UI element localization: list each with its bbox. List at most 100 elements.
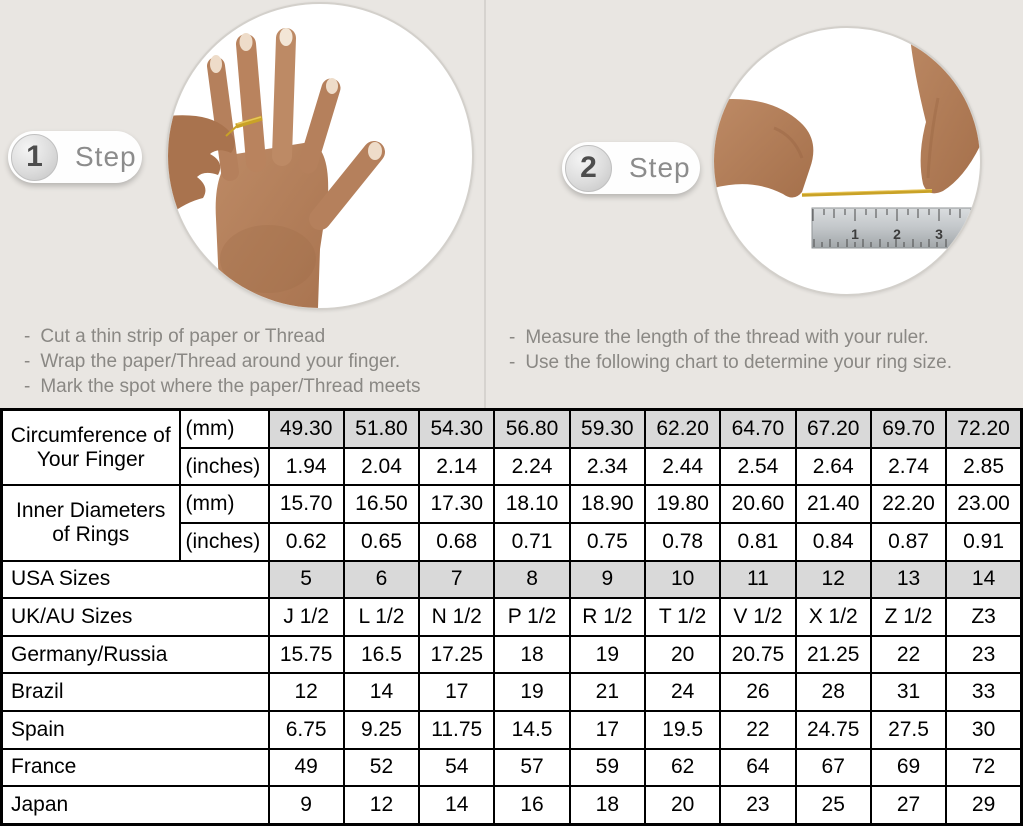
table-cell: 0.87 xyxy=(869,522,948,562)
instruction-panel: 1 2 3 1 Step 2 Step Cut a thin strip of … xyxy=(0,0,1023,408)
table-cell: 0.65 xyxy=(342,522,421,562)
row-label: USA Sizes xyxy=(0,559,270,600)
table-cell: 17 xyxy=(568,709,646,750)
table-cell: 21.25 xyxy=(794,634,872,675)
table-cell: 62 xyxy=(643,747,722,788)
table-cell: 17.25 xyxy=(418,634,496,675)
hand-illustration xyxy=(168,28,385,308)
table-cell: 9 xyxy=(267,785,345,826)
unit-label: (mm) xyxy=(178,484,270,524)
unit-label: (inches) xyxy=(178,522,270,562)
table-row: Japan 9 12 14 16 18 20 23 25 27 29 xyxy=(0,785,1023,826)
table-cell: 0.75 xyxy=(568,522,646,562)
table-cell: T 1/2 xyxy=(643,597,722,637)
ring-size-table: Circumference of Your Finger (mm) 49.30 51.… xyxy=(0,408,1023,826)
table-cell: 2.34 xyxy=(568,446,646,487)
step-1-photo-hand-with-thread xyxy=(166,2,474,310)
table-cell: 16 xyxy=(493,785,571,826)
table-cell: 14 xyxy=(342,672,421,712)
table-cell: 16.5 xyxy=(342,634,421,675)
step-2-instructions: Measure the length of the thread with yo… xyxy=(505,325,1023,375)
table-cell: 2.14 xyxy=(418,446,496,487)
table-cell: 18.90 xyxy=(568,484,646,524)
table-cell: 22 xyxy=(869,634,948,675)
table-cell: 5 xyxy=(267,559,345,600)
table-cell: 21.40 xyxy=(794,484,872,524)
table-cell: 27.5 xyxy=(869,709,948,750)
table-cell: 9.25 xyxy=(342,709,421,750)
instruction-line: Cut a thin strip of paper or Thread xyxy=(20,324,495,349)
table-cell: 6 xyxy=(342,559,421,600)
table-row: Germany/Russia 15.75 16.5 17.25 18 19 20 20.75 2… xyxy=(0,634,1023,675)
table-cell: 11.75 xyxy=(418,709,496,750)
vertical-divider xyxy=(484,0,486,408)
table-cell: 69 xyxy=(869,747,948,788)
table-row: Inner Diameters of Rings (mm) 15.70 16.50 17… xyxy=(0,484,1023,562)
table-cell: 21 xyxy=(568,672,646,712)
table-cell: 51.80 xyxy=(342,408,421,449)
table-cell: 56.80 xyxy=(493,408,571,449)
table-row: USA Sizes 5 6 7 8 9 10 11 12 13 14 xyxy=(0,559,1023,600)
step-1-number: 1 xyxy=(11,133,58,181)
fingernail xyxy=(210,55,222,73)
step-1-instructions: Cut a thin strip of paper or ThreadWrap … xyxy=(20,324,495,399)
table-cell: 12 xyxy=(342,785,421,826)
table-cell: 0.71 xyxy=(493,522,571,562)
table-cell: 2.64 xyxy=(794,446,872,487)
instruction-line: Wrap the paper/Thread around your finger… xyxy=(20,349,495,374)
table-row: (inches) 1.94 2.04 2.14 2.24 2.34 2.44 2.54 2.64… xyxy=(2,446,1023,487)
ruler-number-1: 1 xyxy=(851,226,859,242)
table-cell: 18 xyxy=(568,785,646,826)
table-cell: 0.84 xyxy=(794,522,872,562)
table-cell: 30 xyxy=(945,709,1023,750)
table-cell: R 1/2 xyxy=(568,597,646,637)
table-cell: 14 xyxy=(418,785,496,826)
table-cell: 31 xyxy=(869,672,948,712)
instruction-line: Mark the spot where the paper/Thread mee… xyxy=(20,374,495,399)
table-cell: Z 1/2 xyxy=(869,597,948,637)
table-row: (inches) 0.62 0.65 0.68 0.71 0.75 0.78 0.81 0.84… xyxy=(2,522,1023,562)
row-label: Brazil xyxy=(0,672,270,712)
table-cell: 17 xyxy=(418,672,496,712)
step-2-label: Step xyxy=(629,152,691,183)
table-cell: 33 xyxy=(945,672,1023,712)
table-cell: 19 xyxy=(493,672,571,712)
table-cell: V 1/2 xyxy=(719,597,797,637)
table-cell: 49.30 xyxy=(267,408,345,449)
table-cell: 67 xyxy=(794,747,872,788)
table-cell: 54 xyxy=(418,747,496,788)
table-cell: 0.68 xyxy=(418,522,496,562)
ruler-illustration: 1 2 3 xyxy=(714,28,980,249)
table-row: France 49 52 54 57 59 62 64 67 69 72 xyxy=(0,747,1023,788)
table-cell: 20 xyxy=(643,634,722,675)
table-cell: 15.75 xyxy=(267,634,345,675)
table-cell: 18 xyxy=(493,634,571,675)
table-cell: 14 xyxy=(945,559,1023,600)
table-cell: 23 xyxy=(945,634,1023,675)
table-cell: 57 xyxy=(493,747,571,788)
table-cell: 59 xyxy=(568,747,646,788)
right-hand xyxy=(896,28,980,194)
ruler-number-3: 3 xyxy=(935,226,943,242)
row-group-label: Circumference of Your Finger xyxy=(0,408,181,487)
table-cell: 28 xyxy=(794,672,872,712)
table-cell: 17.30 xyxy=(418,484,496,524)
table-cell: 19.80 xyxy=(643,484,722,524)
table-cell: N 1/2 xyxy=(418,597,496,637)
table-cell: 0.62 xyxy=(267,522,345,562)
table-cell: 72 xyxy=(945,747,1023,788)
table-row: Spain 6.75 9.25 11.75 14.5 17 19.5 22 24.75 27.5 3… xyxy=(0,709,1023,750)
gold-thread xyxy=(801,189,933,197)
table-cell: 72.20 xyxy=(945,408,1023,449)
step-1-badge: 1 Step xyxy=(8,131,142,183)
table-cell: 13 xyxy=(869,559,948,600)
table-cell: 24.75 xyxy=(794,709,872,750)
table-cell: 6.75 xyxy=(267,709,345,750)
table-cell: 49 xyxy=(267,747,345,788)
table-cell: X 1/2 xyxy=(794,597,872,637)
table-row: Circumference of Your Finger (mm) 49.30 51.… xyxy=(0,408,1023,487)
step-1-label: Step xyxy=(75,141,137,172)
ring-size-table-body: Circumference of Your Finger (mm) 49.30 51.… xyxy=(0,408,1023,826)
table-cell: 12 xyxy=(794,559,872,600)
table-cell: 15.70 xyxy=(267,484,345,524)
